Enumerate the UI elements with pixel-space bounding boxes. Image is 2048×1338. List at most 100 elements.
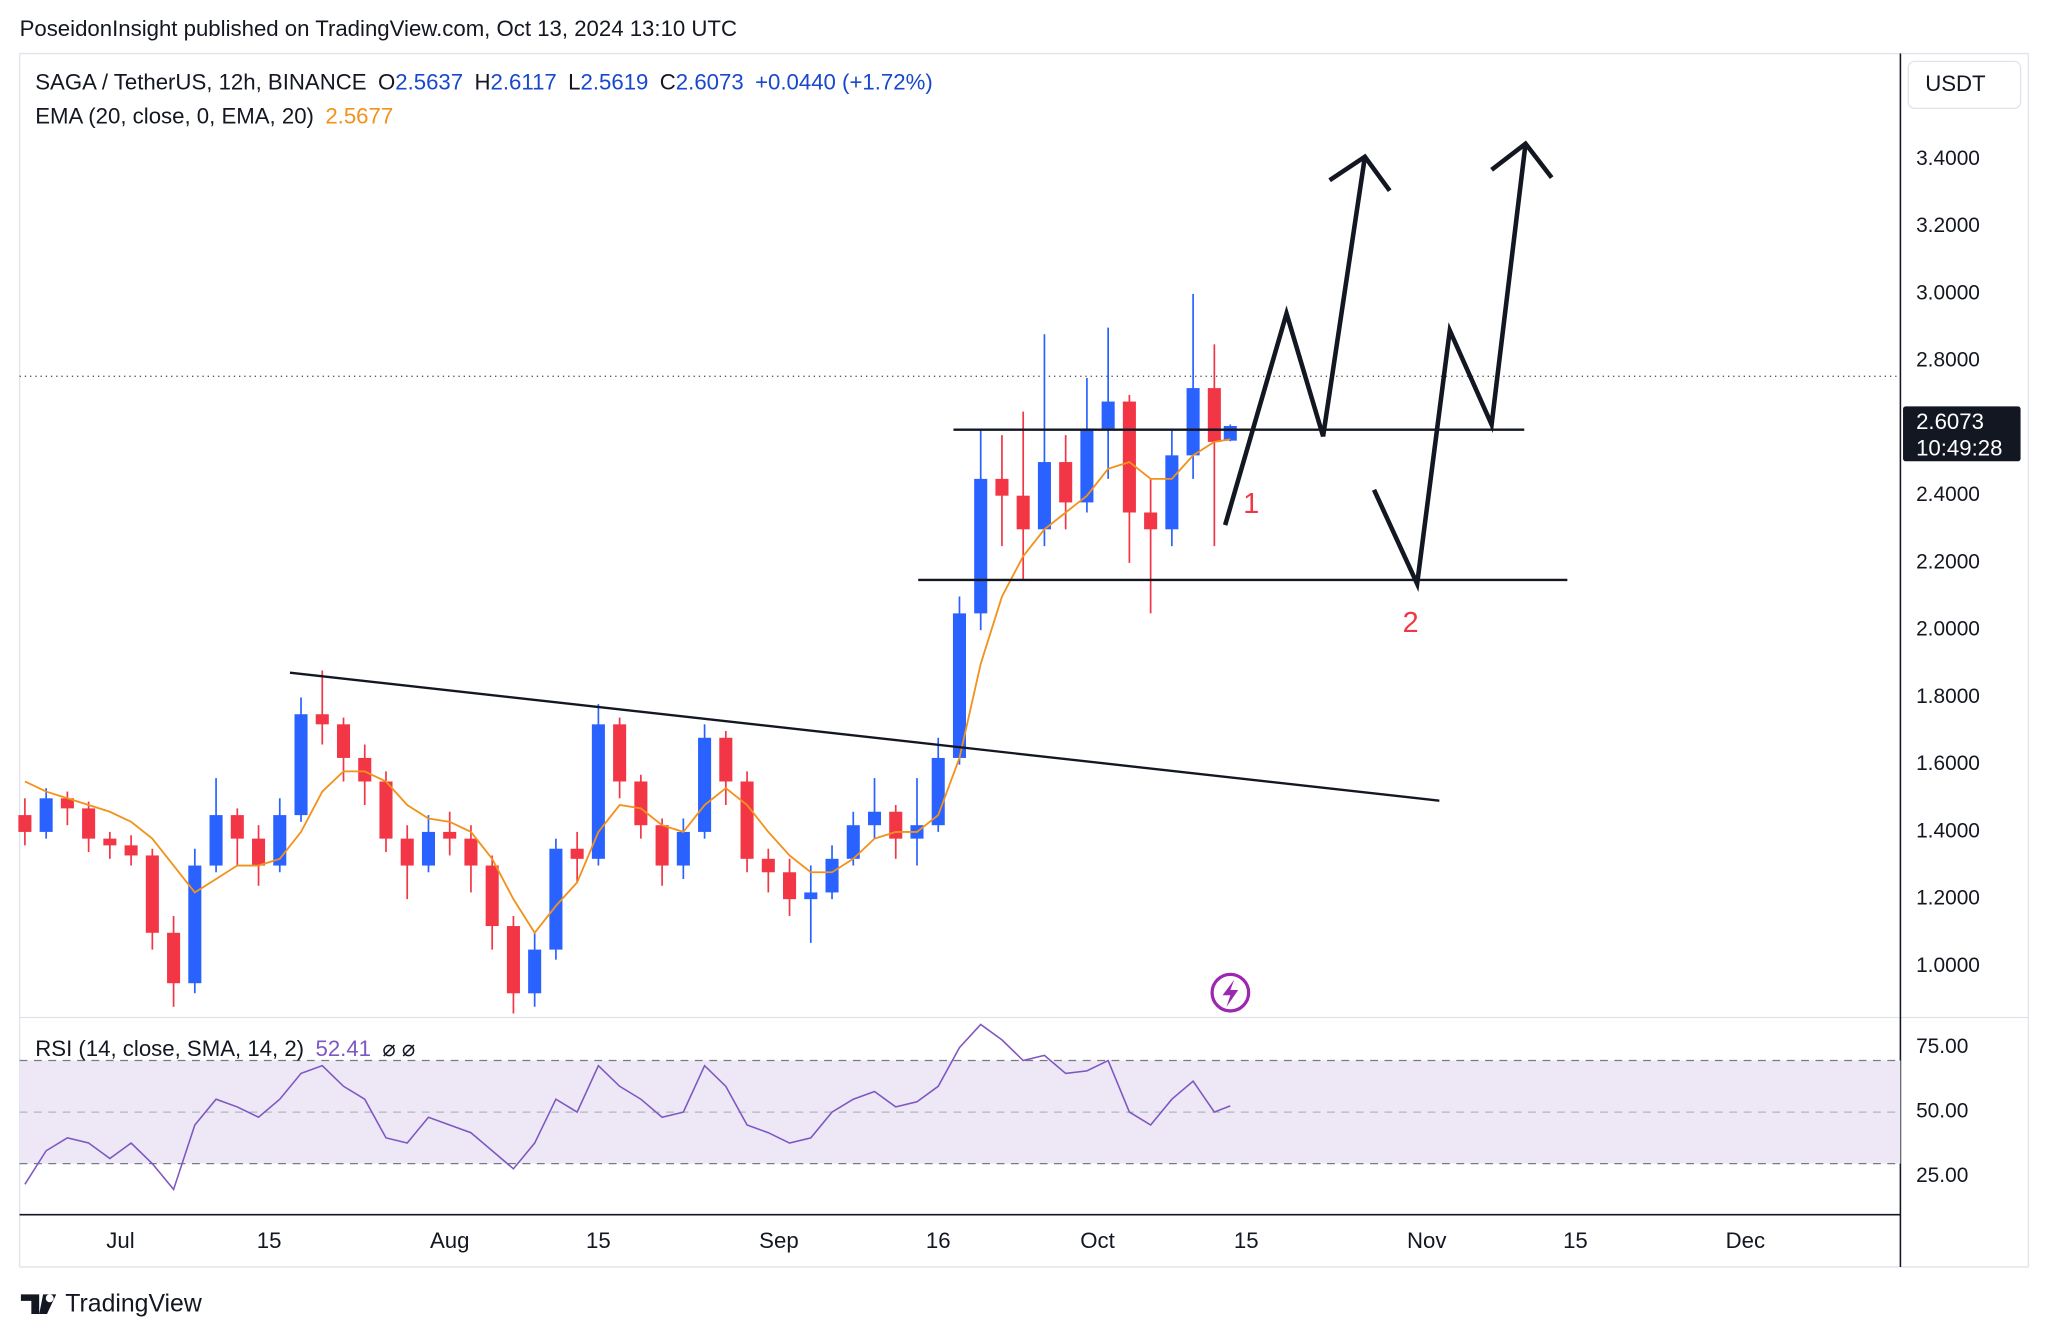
- candle-body: [1101, 401, 1115, 429]
- candle-body: [1144, 512, 1158, 530]
- candle-body: [294, 714, 308, 816]
- annotation-label: 1: [1243, 488, 1259, 520]
- tradingview-logo: TradingView: [20, 1290, 202, 1317]
- x-tick-label: Aug: [430, 1228, 469, 1253]
- candle-body: [60, 798, 74, 809]
- candle-body: [1016, 495, 1030, 530]
- y-tick-label: 1.0000: [1916, 954, 1980, 977]
- arrow-head: [1328, 153, 1392, 193]
- scenario-path: [1371, 143, 1528, 593]
- currency-button[interactable]: [1907, 60, 2022, 110]
- x-tick-label: 15: [1234, 1228, 1259, 1253]
- candle-body: [952, 613, 966, 758]
- candle-body: [400, 838, 414, 866]
- candle-body: [336, 724, 351, 758]
- candle-body: [1186, 388, 1200, 456]
- ema-line: [24, 438, 1231, 935]
- candle-body: [145, 855, 159, 933]
- drawings: [289, 140, 1568, 802]
- y-tick-label: 1.4000: [1916, 819, 1980, 842]
- candle-body: [846, 825, 860, 859]
- candle-body: [315, 714, 329, 725]
- candle-body: [719, 737, 733, 782]
- currency-label: USDT: [1925, 71, 1986, 96]
- price-label: 2.6073: [1916, 409, 1984, 434]
- candle-body: [676, 831, 690, 866]
- x-tick-label: 15: [586, 1228, 611, 1253]
- candle-body: [124, 845, 138, 856]
- x-tick-label: Dec: [1726, 1228, 1765, 1253]
- y-tick-label: 3.2000: [1916, 214, 1980, 237]
- y-tick-label: 2.0000: [1916, 618, 1980, 641]
- candle-body: [167, 932, 181, 984]
- candle-body: [613, 724, 627, 782]
- candle-body: [230, 815, 244, 839]
- lightning-icon[interactable]: [1210, 972, 1251, 1013]
- candle-body: [209, 815, 223, 866]
- annotation-label: 2: [1403, 607, 1419, 639]
- y-tick-label: 2.4000: [1916, 483, 1980, 506]
- candle-body: [570, 848, 584, 859]
- candle-body: [655, 825, 669, 866]
- y-tick-label: 2.8000: [1916, 349, 1980, 372]
- y-tick-label: 1.6000: [1916, 752, 1980, 775]
- y-tick-label: 1.2000: [1916, 887, 1980, 910]
- publish-header: PoseidonInsight published on TradingView…: [20, 16, 737, 41]
- candle-body: [506, 926, 520, 994]
- candle-body: [443, 831, 457, 839]
- candle-body: [825, 858, 839, 893]
- candle-body: [273, 815, 287, 866]
- candle-body: [867, 811, 882, 826]
- candle-body: [740, 781, 754, 859]
- rsi-line: [24, 1023, 1231, 1192]
- y-tick-label: 3.4000: [1916, 147, 1980, 170]
- rsi-tick-label: 75.00: [1916, 1035, 1968, 1058]
- candle-body: [1122, 401, 1136, 513]
- price-pane: [18, 293, 1901, 1014]
- candle-body: [1080, 428, 1094, 503]
- x-tick-label: 15: [1563, 1228, 1588, 1253]
- candle-body: [889, 811, 903, 839]
- candle-body: [1037, 462, 1051, 530]
- candle-body: [421, 831, 435, 866]
- candle-body: [379, 781, 393, 839]
- rsi-legend: RSI (14, close, SMA, 14, 2) 52.41 ⌀ ⌀: [35, 1036, 415, 1061]
- symbol-legend: SAGA / TetherUS, 12h, BINANCE O2.5637 H2…: [35, 69, 932, 94]
- candle-body: [783, 872, 797, 900]
- candle-body: [995, 478, 1009, 496]
- candle-body: [549, 848, 563, 950]
- candle-body: [591, 724, 605, 859]
- candle-body: [103, 838, 117, 846]
- candle-body: [39, 798, 53, 832]
- candle-body: [1207, 388, 1221, 442]
- arrow-head: [1490, 140, 1554, 180]
- y-tick-label: 1.8000: [1916, 685, 1980, 708]
- candle-body: [528, 949, 542, 994]
- y-tick-label: 3.0000: [1916, 281, 1980, 304]
- ema-legend: EMA (20, close, 0, EMA, 20) 2.5677: [35, 103, 393, 128]
- candle-body: [485, 865, 499, 927]
- x-tick-label: Oct: [1080, 1228, 1115, 1253]
- candle-body: [974, 478, 988, 614]
- candle-body: [252, 838, 266, 866]
- candle-body: [1059, 462, 1073, 503]
- scenario-path: [1222, 156, 1368, 526]
- x-tick-label: Sep: [759, 1228, 798, 1253]
- rsi-pane: [19, 1023, 1901, 1192]
- footer-brand: TradingView: [65, 1290, 202, 1317]
- price-label-box: [1903, 406, 2021, 462]
- candle-body: [82, 808, 96, 839]
- rsi-tick-label: 25.00: [1916, 1164, 1968, 1187]
- candle-body: [1165, 455, 1179, 530]
- candle-body: [1223, 425, 1237, 441]
- trend-line: [289, 671, 1440, 802]
- candle-body: [464, 838, 478, 866]
- x-tick-label: 16: [926, 1228, 951, 1253]
- candle-body: [804, 892, 818, 900]
- candle-body: [358, 757, 372, 782]
- candle-body: [18, 815, 32, 832]
- candle-body: [188, 865, 202, 984]
- x-tick-label: 15: [257, 1228, 282, 1253]
